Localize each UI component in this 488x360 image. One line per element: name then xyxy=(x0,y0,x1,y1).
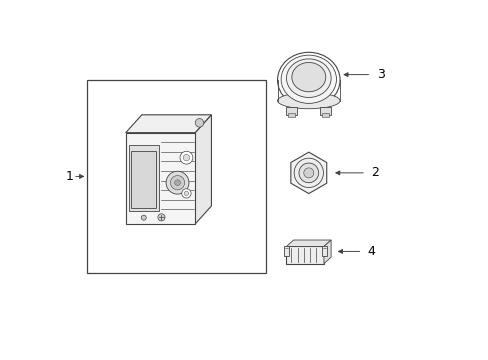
Ellipse shape xyxy=(294,158,323,188)
Polygon shape xyxy=(290,152,326,194)
Polygon shape xyxy=(125,115,211,133)
Bar xyxy=(283,246,288,256)
Polygon shape xyxy=(286,240,330,247)
Circle shape xyxy=(180,151,192,164)
Polygon shape xyxy=(324,240,330,264)
Ellipse shape xyxy=(303,168,313,178)
Ellipse shape xyxy=(298,163,318,183)
Bar xyxy=(319,107,330,115)
Ellipse shape xyxy=(291,63,325,92)
Text: 1: 1 xyxy=(65,170,73,183)
Ellipse shape xyxy=(286,59,330,98)
Circle shape xyxy=(170,176,184,190)
Bar xyxy=(131,150,156,208)
Ellipse shape xyxy=(281,55,336,103)
Circle shape xyxy=(166,171,188,194)
Circle shape xyxy=(195,118,203,127)
Circle shape xyxy=(141,215,146,220)
Bar xyxy=(285,107,296,115)
Bar xyxy=(321,246,326,256)
Bar xyxy=(322,113,328,117)
Circle shape xyxy=(158,214,164,221)
Circle shape xyxy=(183,154,189,161)
Ellipse shape xyxy=(277,93,339,109)
Bar xyxy=(87,80,265,273)
Text: 3: 3 xyxy=(376,68,384,81)
Text: 2: 2 xyxy=(370,166,378,179)
Ellipse shape xyxy=(277,52,339,108)
Polygon shape xyxy=(195,115,211,224)
Bar xyxy=(125,133,195,224)
Circle shape xyxy=(182,189,191,198)
Bar xyxy=(287,113,294,117)
Circle shape xyxy=(184,191,188,195)
Bar xyxy=(128,145,159,211)
Bar xyxy=(286,247,324,264)
Text: 4: 4 xyxy=(367,245,375,258)
Circle shape xyxy=(174,180,180,185)
